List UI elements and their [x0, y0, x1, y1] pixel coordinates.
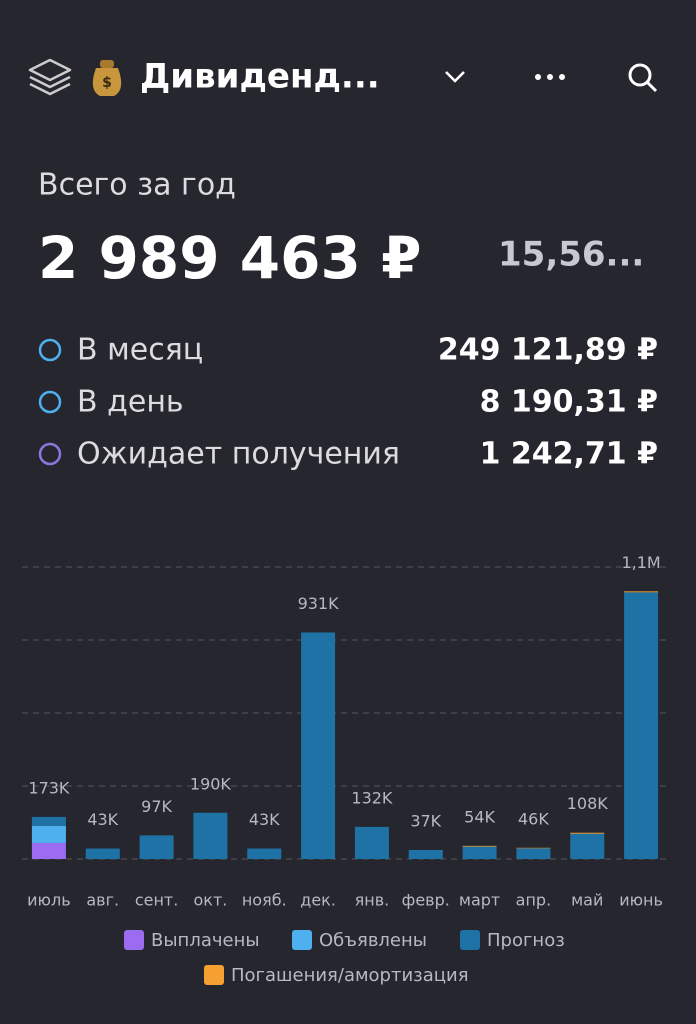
bar-segment	[624, 591, 659, 593]
total-label: 190K	[190, 774, 232, 793]
x-tick-label: май	[571, 891, 603, 910]
bar-segment	[462, 846, 497, 859]
bar-segment	[570, 832, 605, 834]
bar-segment	[193, 812, 228, 859]
more-icon[interactable]	[535, 74, 565, 80]
x-tick-label: сент.	[135, 891, 179, 910]
x-tick-label: нояб.	[242, 891, 287, 910]
legend-label: Прогноз	[487, 930, 565, 951]
bar-segment	[624, 592, 659, 859]
x-tick-label: авг.	[86, 891, 119, 910]
row-dot	[38, 442, 62, 466]
row-value: 1 242,71 ₽	[480, 437, 658, 472]
legend-label: Объявлены	[319, 930, 427, 951]
chart: 173K июль 43K авг. 97K сент. 190K окт. 43K нояб. 9…	[22, 553, 668, 986]
bar-segment	[462, 845, 497, 847]
dropdown-icon[interactable]	[445, 71, 465, 83]
row-label: В месяц	[77, 333, 203, 368]
x-tick-label: дек.	[300, 891, 336, 910]
total-label: 108K	[567, 794, 609, 813]
row-label: В день	[77, 385, 184, 420]
bar-segment	[301, 632, 336, 859]
row-value: 249 121,89 ₽	[438, 333, 658, 368]
total-label: 43K	[87, 810, 118, 829]
bar-segment	[85, 848, 120, 859]
x-tick-label: апр.	[516, 891, 552, 910]
x-tick-label: февр.	[402, 891, 450, 910]
x-tick-label: янв.	[355, 891, 390, 910]
total-label: 132K	[351, 788, 393, 807]
layers-icon[interactable]	[28, 58, 72, 96]
bar-segment	[570, 833, 605, 859]
total-label: 931K	[298, 594, 340, 613]
legend-label: Погашения/амортизация	[231, 965, 469, 986]
bar-segment	[139, 835, 174, 859]
row-value: 8 190,31 ₽	[480, 385, 658, 420]
bar-segment	[516, 848, 551, 859]
total-label: 37K	[410, 811, 441, 830]
svg-text:$: $	[102, 75, 112, 91]
summary-total: 2 989 463 ₽	[38, 224, 421, 292]
search-icon[interactable]	[628, 63, 658, 93]
total-label: 46K	[518, 809, 549, 828]
summary-yield: 15,56...	[498, 235, 644, 275]
legend-swatch	[124, 930, 144, 950]
total-label: 54K	[464, 807, 495, 826]
total-label: 97K	[141, 797, 172, 816]
total-label: 173K	[28, 778, 70, 797]
legend-swatch	[292, 930, 312, 950]
legend-swatch	[204, 965, 224, 985]
bar-segment	[408, 849, 443, 859]
x-tick-label: июнь	[619, 891, 663, 910]
bar-segment	[31, 825, 66, 843]
x-tick-label: март	[459, 891, 500, 910]
row-label: Ожидает получения	[77, 437, 400, 472]
total-label: 1,1M	[621, 553, 660, 572]
money-bag-icon: $	[92, 60, 122, 96]
row-dot	[38, 390, 62, 414]
x-tick-label: июль	[27, 891, 71, 910]
row-dot	[38, 338, 62, 362]
legend-swatch	[460, 930, 480, 950]
bar-segment	[31, 842, 66, 859]
summary-label: Всего за год	[38, 168, 236, 203]
x-tick-label: окт.	[193, 891, 227, 910]
bar-segment	[354, 826, 389, 859]
total-label: 43K	[249, 810, 280, 829]
bar-segment	[247, 848, 282, 859]
page-title: Дивиденд...	[140, 57, 380, 97]
legend-label: Выплачены	[151, 930, 260, 951]
bar-segment	[31, 816, 66, 826]
